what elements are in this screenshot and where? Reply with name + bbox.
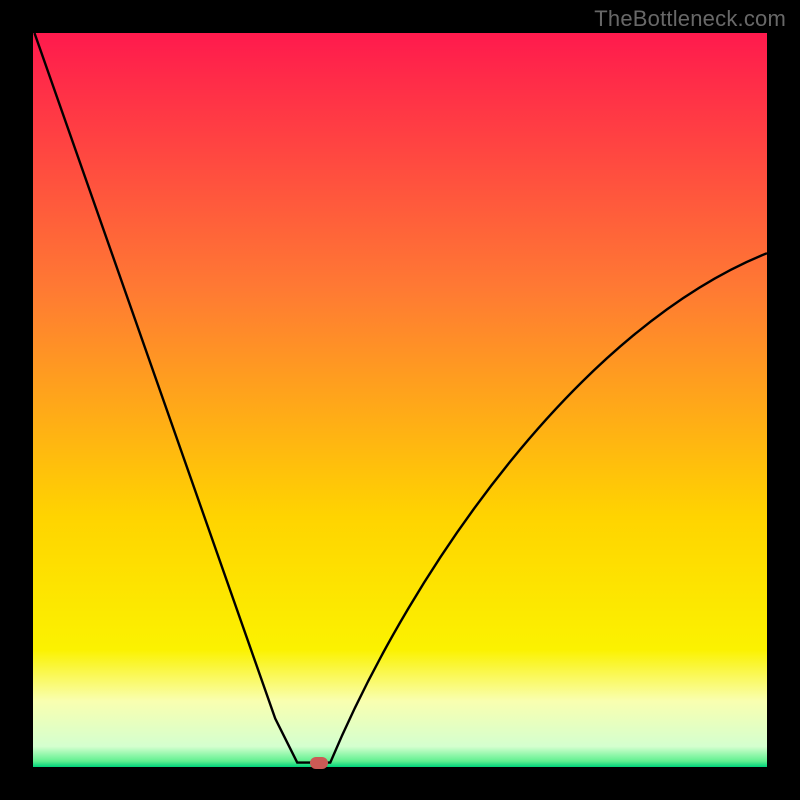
bottleneck-curve xyxy=(33,33,767,767)
curve-path xyxy=(34,33,767,763)
watermark-text: TheBottleneck.com xyxy=(594,6,786,32)
plot-gradient-area xyxy=(33,33,767,767)
minimum-marker xyxy=(310,757,328,769)
